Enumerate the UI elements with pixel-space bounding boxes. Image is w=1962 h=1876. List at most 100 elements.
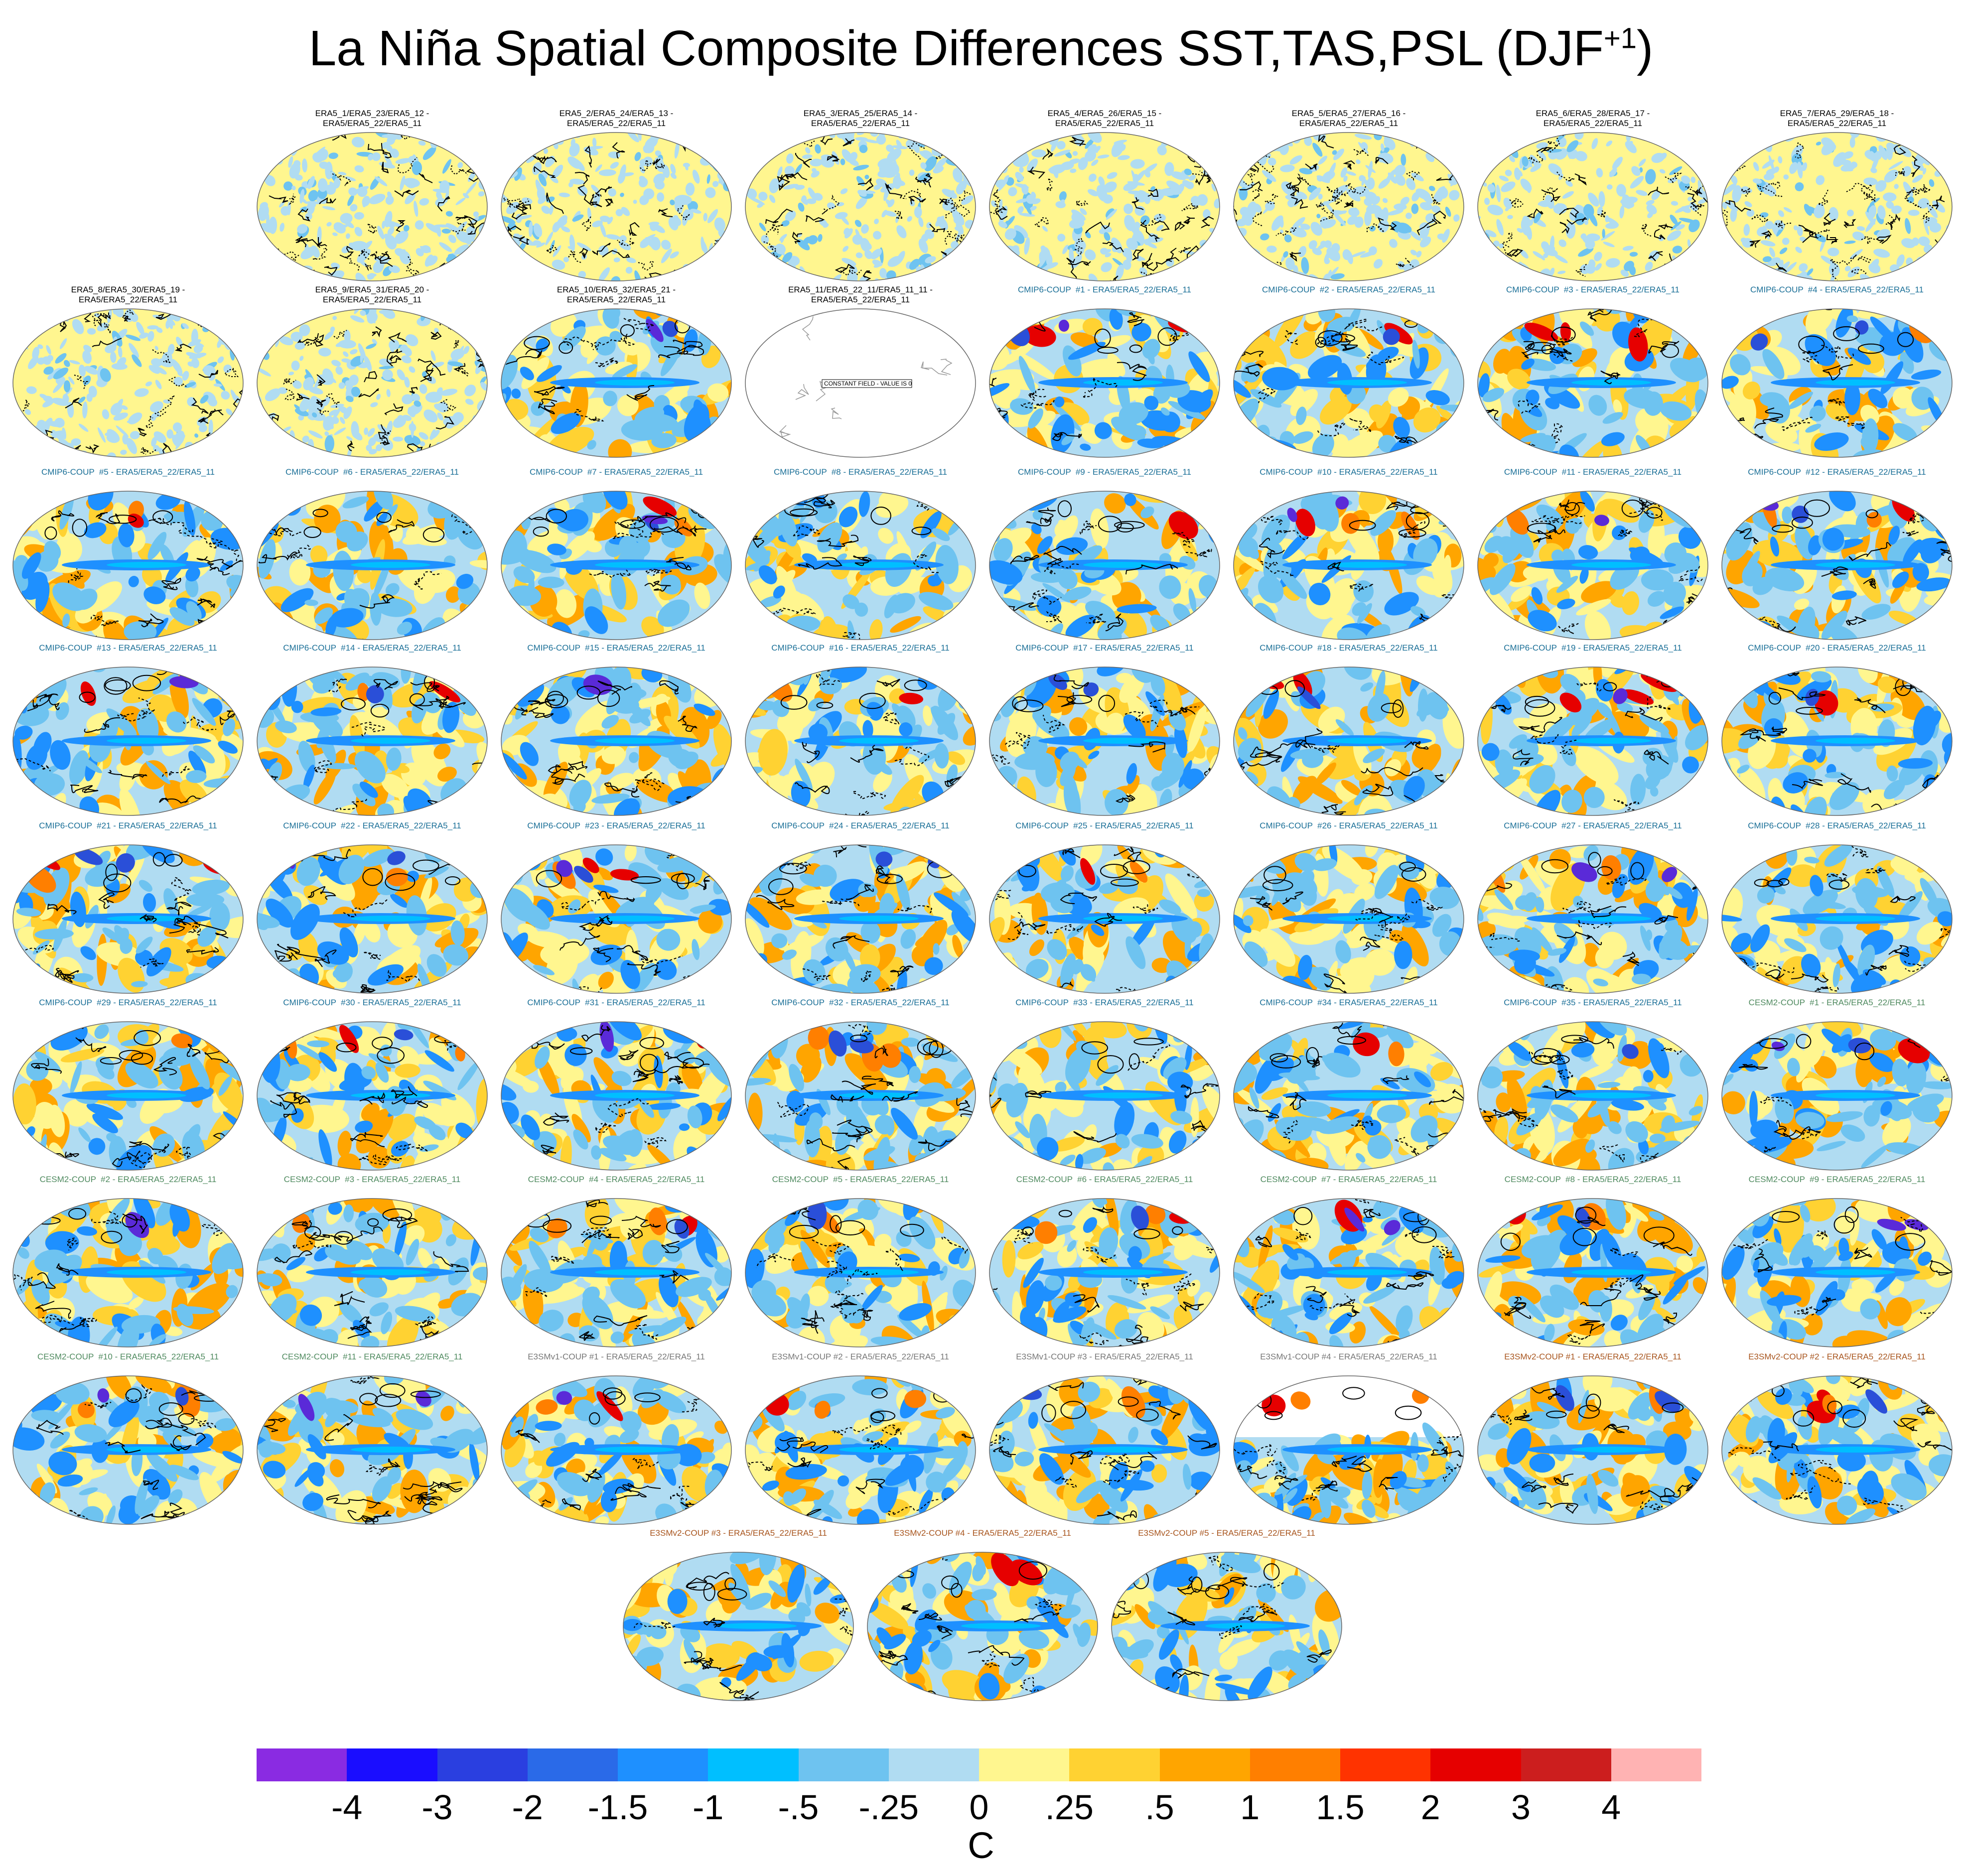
world-map-icon: [1233, 308, 1464, 458]
panel-label: E3SMv1-COUP #2 - ERA5/ERA5_22/ERA5_11: [772, 1352, 949, 1361]
panel-label: CMIP6-COUP #7 - ERA5/ERA5_22/ERA5_11: [529, 467, 703, 477]
panel-label: ERA5_3/ERA5_25/ERA5_14 - ERA5/ERA5_22/ER…: [803, 109, 918, 128]
colorbar-tick-label: -4: [331, 1788, 363, 1827]
colorbar-swatch: [437, 1748, 528, 1781]
map-panel: ERA5_8/ERA5_30/ERA5_19 - ERA5/ERA5_22/ER…: [6, 285, 250, 462]
colorbar-tick-label: 2: [1420, 1788, 1440, 1827]
world-map-icon: [501, 308, 732, 458]
colorbar-tick-label: -.25: [858, 1788, 919, 1827]
map-panel: CMIP6-COUP #2 - ERA5/ERA5_22/ERA5_11: [1227, 285, 1471, 462]
world-map-icon: [1233, 1021, 1464, 1171]
panel-label: CMIP6-COUP #35 - ERA5/ERA5_22/ERA5_11: [1504, 998, 1682, 1007]
map-panel: CMIP6-COUP #11 - ERA5/ERA5_22/ERA5_11: [1471, 467, 1715, 644]
panel-label: ERA5_4/ERA5_26/ERA5_15 - ERA5/ERA5_22/ER…: [1047, 109, 1162, 128]
panel-label: CMIP6-COUP #10 - ERA5/ERA5_22/ERA5_11: [1260, 467, 1438, 477]
world-map-icon: [745, 1021, 976, 1171]
map-panel: CMIP6-COUP #33 - ERA5/ERA5_22/ERA5_11: [982, 998, 1227, 1175]
panel-label: CMIP6-COUP #19 - ERA5/ERA5_22/ERA5_11: [1504, 643, 1682, 653]
colorbar-swatch: [527, 1748, 618, 1781]
map-panel: CESM2-COUP #11 - ERA5/ERA5_22/ERA5_11: [250, 1352, 494, 1529]
panel-label: CMIP6-COUP #12 - ERA5/ERA5_22/ERA5_11: [1748, 467, 1926, 477]
world-map-icon: [257, 1198, 488, 1347]
world-map-icon: [1721, 132, 1953, 281]
world-map-icon: [867, 1552, 1098, 1701]
world-map-icon: [1477, 844, 1708, 994]
map-panel: CMIP6-COUP #23 - ERA5/ERA5_22/ERA5_11: [494, 821, 738, 998]
colorbar-swatch: [979, 1748, 1070, 1781]
colorbar-tick-label: -.5: [778, 1788, 819, 1827]
world-map-icon: [257, 491, 488, 640]
map-panel: CMIP6-COUP #24 - ERA5/ERA5_22/ERA5_11: [738, 821, 982, 998]
colorbar-swatch: [1611, 1748, 1701, 1781]
figure-title: La Niña Spatial Composite Differences SS…: [308, 20, 1654, 76]
colorbar-swatch: [1250, 1748, 1340, 1781]
world-map-icon: [501, 132, 732, 281]
panel-label: CMIP6-COUP #9 - ERA5/ERA5_22/ERA5_11: [1017, 467, 1192, 477]
panel-label: E3SMv1-COUP #1 - ERA5/ERA5_22/ERA5_11: [528, 1352, 705, 1361]
map-panel: CMIP6-COUP #19 - ERA5/ERA5_22/ERA5_11: [1471, 643, 1715, 820]
map-panel: ERA5_10/ERA5_32/ERA5_21 - ERA5/ERA5_22/E…: [494, 285, 738, 462]
panel-label: CESM2-COUP #8 - ERA5/ERA5_22/ERA5_11: [1504, 1175, 1682, 1184]
map-panel: CMIP6-COUP #22 - ERA5/ERA5_22/ERA5_11: [250, 821, 494, 998]
map-panel: ERA5_9/ERA5_31/ERA5_20 - ERA5/ERA5_22/ER…: [250, 285, 494, 462]
panel-label: CMIP6-COUP #30 - ERA5/ERA5_22/ERA5_11: [283, 998, 461, 1007]
panel-label: CMIP6-COUP #11 - ERA5/ERA5_22/ERA5_11: [1504, 467, 1682, 477]
map-panel: CMIP6-COUP #29 - ERA5/ERA5_22/ERA5_11: [6, 998, 250, 1175]
world-map-icon: [501, 1198, 732, 1347]
world-map-icon: [501, 1375, 732, 1525]
panel-label: CMIP6-COUP #27 - ERA5/ERA5_22/ERA5_11: [1504, 821, 1682, 830]
map-panel: CESM2-COUP #5 - ERA5/ERA5_22/ERA5_11: [738, 1175, 982, 1351]
panel-label: CESM2-COUP #2 - ERA5/ERA5_22/ERA5_11: [39, 1175, 217, 1184]
colorbar-swatch: [1069, 1748, 1160, 1781]
panel-label: CESM2-COUP #4 - ERA5/ERA5_22/ERA5_11: [528, 1175, 705, 1184]
world-map-icon: [989, 1021, 1220, 1171]
world-map-icon: [257, 1375, 488, 1525]
panel-label: CMIP6-COUP #4 - ERA5/ERA5_22/ERA5_11: [1750, 285, 1924, 294]
panel-label: ERA5_11/ERA5_22_11/ERA5_11_11 - ERA5/ERA…: [788, 285, 933, 304]
panel-label: E3SMv1-COUP #4 - ERA5/ERA5_22/ERA5_11: [1260, 1352, 1437, 1361]
world-map-icon: [989, 132, 1220, 281]
world-map-icon: [1721, 1198, 1953, 1347]
colorbar-swatch: [798, 1748, 889, 1781]
map-panel: CMIP6-COUP #3 - ERA5/ERA5_22/ERA5_11: [1471, 285, 1715, 462]
panel-label: ERA5_10/ERA5_32/ERA5_21 - ERA5/ERA5_22/E…: [557, 285, 676, 304]
panel-label: CMIP6-COUP #23 - ERA5/ERA5_22/ERA5_11: [527, 821, 705, 830]
world-map-icon: [12, 1198, 244, 1347]
panel-label: CESM2-COUP #11 - ERA5/ERA5_22/ERA5_11: [281, 1352, 463, 1361]
world-map-icon: [1233, 491, 1464, 640]
map-panel: CESM2-COUP #6 - ERA5/ERA5_22/ERA5_11: [982, 1175, 1227, 1351]
world-map-icon: [745, 491, 976, 640]
panel-label: CMIP6-COUP #3 - ERA5/ERA5_22/ERA5_11: [1506, 285, 1680, 294]
map-panel: CMIP6-COUP #31 - ERA5/ERA5_22/ERA5_11: [494, 998, 738, 1175]
world-map-icon: [12, 667, 244, 816]
world-map-icon: [745, 132, 976, 281]
world-map-icon: [745, 844, 976, 994]
panel-label: CMIP6-COUP #14 - ERA5/ERA5_22/ERA5_11: [283, 643, 461, 653]
map-panel: CMIP6-COUP #13 - ERA5/ERA5_22/ERA5_11: [6, 643, 250, 820]
map-panel: CESM2-COUP #10 - ERA5/ERA5_22/ERA5_11: [6, 1352, 250, 1529]
colorbar-swatch: [1430, 1748, 1521, 1781]
world-map-icon: [989, 667, 1220, 816]
world-map-icon: [12, 1021, 244, 1171]
world-map-icon: [989, 1198, 1220, 1347]
panel-label: E3SMv2-COUP #3 - ERA5/ERA5_22/ERA5_11: [650, 1528, 827, 1538]
panel-label: CMIP6-COUP #18 - ERA5/ERA5_22/ERA5_11: [1260, 643, 1438, 653]
map-panel: ERA5_4/ERA5_26/ERA5_15 - ERA5/ERA5_22/ER…: [982, 109, 1227, 285]
panel-label: CMIP6-COUP #2 - ERA5/ERA5_22/ERA5_11: [1261, 285, 1436, 294]
world-map-icon: CONSTANT FIELD - VALUE IS 0: [745, 308, 976, 458]
world-map-icon: [1477, 1021, 1708, 1171]
panel-label: CMIP6-COUP #24 - ERA5/ERA5_22/ERA5_11: [771, 821, 950, 830]
map-panel: CMIP6-COUP #15 - ERA5/ERA5_22/ERA5_11: [494, 643, 738, 820]
panel-label: ERA5_5/ERA5_27/ERA5_16 - ERA5/ERA5_22/ER…: [1291, 109, 1406, 128]
colorbar-swatch: [257, 1748, 347, 1781]
world-map-icon: [1233, 1198, 1464, 1347]
colorbar-swatch: [1159, 1748, 1250, 1781]
map-panel: CMIP6-COUP #6 - ERA5/ERA5_22/ERA5_11: [250, 467, 494, 644]
world-map-icon: [1233, 1375, 1464, 1525]
panel-label: CMIP6-COUP #8 - ERA5/ERA5_22/ERA5_11: [773, 467, 948, 477]
world-map-icon: [1721, 1375, 1953, 1525]
world-map-icon: [1721, 491, 1953, 640]
world-map-icon: [1477, 308, 1708, 458]
world-map-icon: [12, 844, 244, 994]
world-map-icon: [623, 1552, 854, 1701]
